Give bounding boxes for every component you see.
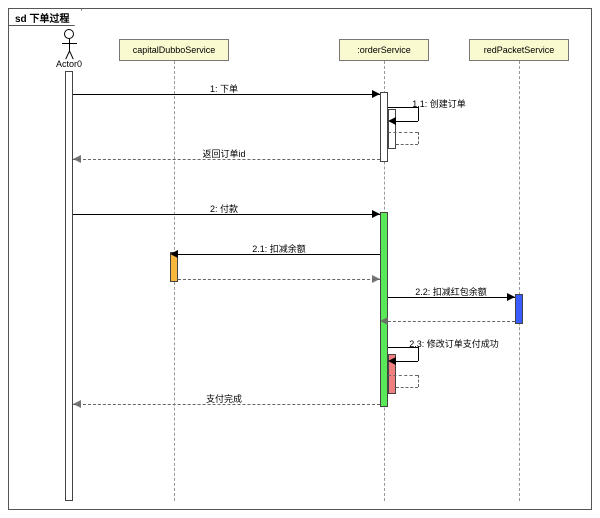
msg-2-2-arrow <box>507 293 515 301</box>
msg-1-ret-label: 返回订单id <box>202 147 245 160</box>
msg-2-1-ret-line <box>178 279 380 280</box>
msg-1-1-bot <box>396 121 418 122</box>
lifeline-redpkt <box>519 61 520 501</box>
msg-2-2-label: 2.2: 扣减红包余额 <box>415 285 487 298</box>
actor-label: Actor0 <box>56 59 82 69</box>
msg-2-3-bot <box>396 361 418 362</box>
frame-title: sd 下单过程 <box>8 8 82 26</box>
msg-1-1-ret-side <box>418 132 419 144</box>
msg-1-1-ret-bot <box>388 132 418 133</box>
participant-capital: capitalDubboService <box>119 39 229 61</box>
msg-1-1-ret-top <box>396 144 418 145</box>
msg-2-ret-arrow <box>73 400 81 408</box>
activation-order-self1 <box>388 109 396 149</box>
msg-2-1-ret-arrow <box>372 275 380 283</box>
msg-1-label: 1: 下单 <box>210 82 238 95</box>
msg-2-2-ret-arrow <box>380 317 388 325</box>
msg-2-label: 2: 付款 <box>210 202 238 215</box>
activation-order-create <box>380 92 388 162</box>
msg-2-3-ret-top <box>396 387 418 388</box>
participant-redpkt: redPacketService <box>469 39 569 61</box>
msg-1-1-arrow <box>388 117 396 125</box>
activation-actor <box>65 71 73 501</box>
activation-order-pay <box>380 212 388 407</box>
msg-2-3-ret-side <box>418 375 419 387</box>
msg-1-arrow <box>372 90 380 98</box>
sequence-frame: sd 下单过程 Actor0 capitalDubboService :orde… <box>8 8 592 510</box>
msg-1-1-label: 1.1: 创建订单 <box>412 97 466 110</box>
msg-2-3-ret-bot <box>388 375 418 376</box>
msg-2-arrow <box>372 210 380 218</box>
msg-2-3-arrow <box>388 357 396 365</box>
msg-2-ret-label: 支付完成 <box>206 392 242 405</box>
msg-2-2-ret-line <box>388 321 515 322</box>
participant-order: :orderService <box>339 39 429 61</box>
msg-2-1-arrow <box>170 250 178 258</box>
activation-redpkt <box>515 294 523 324</box>
msg-1-ret-arrow <box>73 155 81 163</box>
msg-2-3-label: 2.3: 修改订单支付成功 <box>409 337 499 350</box>
msg-2-1-label: 2.1: 扣减余额 <box>252 242 306 255</box>
